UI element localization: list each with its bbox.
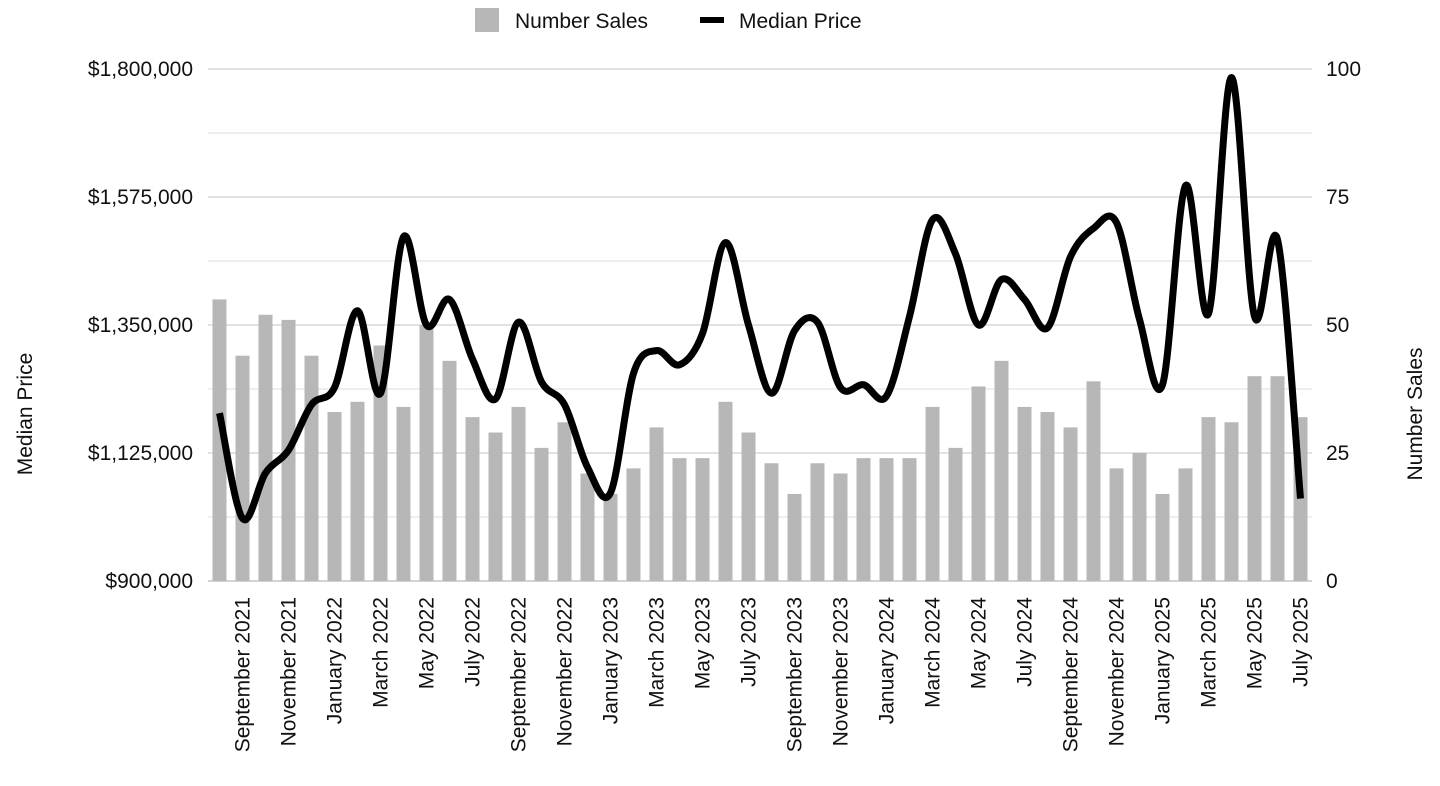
x-axis-tick-label: November 2023 — [830, 597, 853, 746]
right-axis: 0 25 50 75 100 — [1326, 58, 1361, 593]
right-axis-tick-label: 0 — [1326, 570, 1338, 593]
x-axis-tick-label: March 2024 — [922, 597, 945, 708]
left-axis-tick-label: $1,800,000 — [88, 58, 193, 81]
legend-swatch-number-sales — [475, 8, 499, 32]
bar-number-sales — [304, 355, 319, 581]
right-axis-tick-label: 100 — [1326, 58, 1361, 81]
bar-number-sales — [626, 468, 641, 581]
x-axis-tick-label: January 2024 — [876, 597, 899, 725]
bar-number-sales — [350, 401, 365, 581]
bar-number-sales — [419, 325, 434, 581]
bar-number-sales — [672, 458, 687, 581]
number-sales-bars — [212, 299, 1308, 581]
x-axis-tick-label: May 2023 — [692, 597, 715, 689]
x-axis-tick-label: March 2022 — [370, 597, 393, 708]
legend-swatch-median-price — [700, 17, 724, 23]
bar-number-sales — [1086, 381, 1101, 581]
bar-number-sales — [833, 473, 848, 581]
x-axis-tick-label: November 2022 — [554, 597, 577, 746]
bar-number-sales — [1155, 493, 1170, 581]
bar-number-sales — [994, 360, 1009, 581]
bar-number-sales — [971, 386, 986, 581]
bar-number-sales — [741, 432, 756, 581]
left-axis: $900,000 $1,125,000 $1,350,000 $1,575,000 $1… — [88, 58, 193, 593]
x-axis-tick-label: July 2023 — [738, 597, 761, 687]
bar-number-sales — [856, 458, 871, 581]
left-axis-tick-label: $1,350,000 — [88, 314, 193, 337]
x-axis-tick-label: September 2023 — [784, 597, 807, 752]
x-axis-tick-label: May 2022 — [416, 597, 439, 689]
bar-number-sales — [948, 447, 963, 581]
left-axis-tick-label: $1,125,000 — [88, 442, 193, 465]
bar-number-sales — [235, 355, 250, 581]
bar-number-sales — [465, 417, 480, 581]
bar-number-sales — [442, 360, 457, 581]
bar-number-sales — [787, 493, 802, 581]
right-axis-tick-label: 50 — [1326, 314, 1349, 337]
bar-number-sales — [764, 463, 779, 581]
right-axis-tick-label: 25 — [1326, 442, 1349, 465]
right-axis-tick-label: 75 — [1326, 186, 1349, 209]
bar-number-sales — [1017, 406, 1032, 581]
median-price-line — [216, 74, 1304, 524]
bar-number-sales — [603, 493, 618, 581]
bar-number-sales — [396, 406, 411, 581]
bar-number-sales — [580, 473, 595, 581]
x-axis-tick-label: November 2021 — [278, 597, 301, 746]
left-axis-tick-label: $1,575,000 — [88, 186, 193, 209]
x-axis-tick-label: July 2022 — [462, 597, 485, 687]
bar-number-sales — [534, 447, 549, 581]
bar-number-sales — [1063, 427, 1078, 581]
right-axis-title: Number Sales — [1404, 347, 1427, 480]
x-axis-tick-label: September 2021 — [232, 597, 255, 752]
bar-number-sales — [511, 406, 526, 581]
x-axis-tick-label: January 2022 — [324, 597, 347, 724]
x-axis-tick-label: July 2024 — [1014, 597, 1037, 687]
x-axis-tick-label: July 2025 — [1290, 597, 1313, 687]
bar-number-sales — [258, 314, 273, 581]
x-axis-tick-label: January 2023 — [600, 597, 623, 724]
bar-number-sales — [1224, 422, 1239, 581]
bar-number-sales — [1178, 468, 1193, 581]
bar-number-sales — [925, 406, 940, 581]
bar-number-sales — [488, 432, 503, 581]
x-axis-tick-label: January 2025 — [1152, 597, 1175, 724]
gridlines — [208, 68, 1312, 582]
left-axis-title: Median Price — [14, 353, 37, 476]
bar-number-sales — [212, 299, 227, 581]
bar-number-sales — [810, 463, 825, 581]
x-axis-tick-label: November 2024 — [1106, 597, 1129, 747]
x-axis: September 2021 November 2021 January 2022 M… — [232, 597, 1313, 753]
x-axis-tick-label: May 2025 — [1244, 597, 1267, 689]
bar-number-sales — [1247, 376, 1262, 581]
x-axis-tick-label: September 2024 — [1060, 597, 1083, 753]
legend-label-median-price: Median Price — [739, 10, 862, 33]
left-axis-tick-label: $900,000 — [105, 570, 193, 593]
bar-number-sales — [718, 401, 733, 581]
bar-number-sales — [373, 345, 388, 581]
bar-number-sales — [557, 422, 572, 581]
x-axis-tick-label: March 2023 — [646, 597, 669, 708]
legend: Number Sales Median Price — [475, 8, 862, 33]
x-axis-tick-label: March 2025 — [1198, 597, 1221, 708]
median-price-line-layer — [216, 74, 1304, 524]
bar-number-sales — [902, 458, 917, 581]
bar-number-sales — [327, 412, 342, 581]
bar-number-sales — [649, 427, 664, 581]
bar-number-sales — [1040, 412, 1055, 581]
bar-number-sales — [1132, 453, 1147, 581]
bar-number-sales — [1270, 376, 1285, 581]
x-axis-tick-label: May 2024 — [968, 597, 991, 690]
bar-number-sales — [1109, 468, 1124, 581]
legend-label-number-sales: Number Sales — [515, 10, 648, 33]
bar-number-sales — [879, 458, 894, 581]
bar-number-sales — [1201, 417, 1216, 581]
bar-number-sales — [695, 458, 710, 581]
x-axis-tick-label: September 2022 — [508, 597, 531, 752]
